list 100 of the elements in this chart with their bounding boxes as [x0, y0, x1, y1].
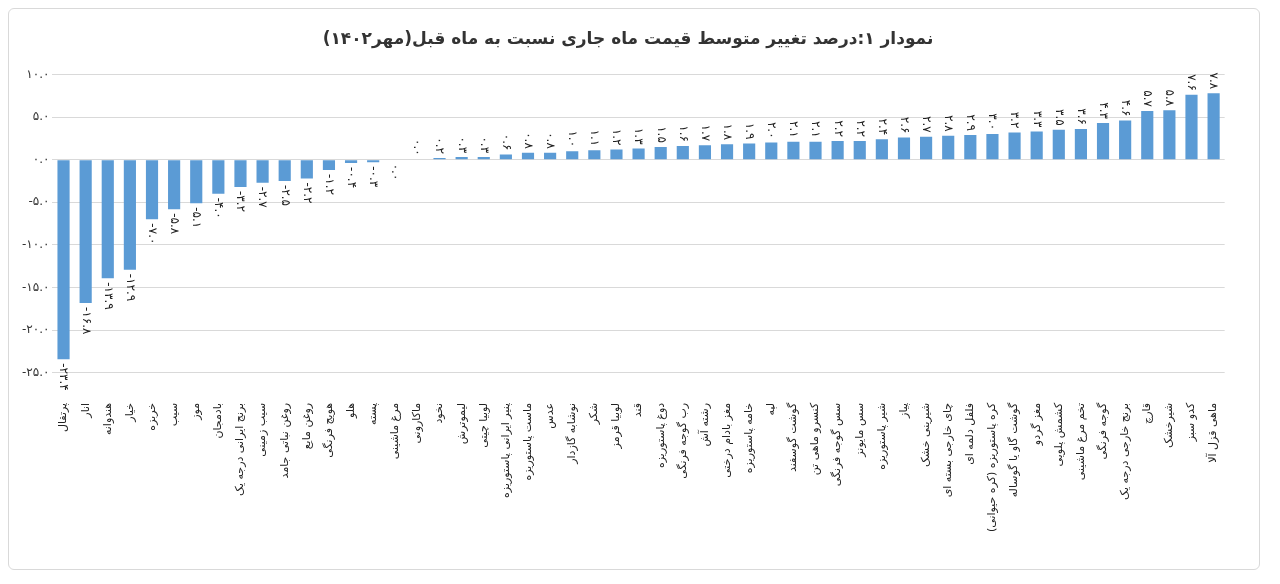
x-tick-label: رب گوجه فرنگی [675, 402, 689, 479]
x-tick-label: سیب زمینی [255, 402, 269, 457]
x-tick-label: تخم مرغ ماشینی [1073, 402, 1087, 481]
x-tick-label: رشته آش [696, 402, 711, 447]
data-label: ۰.۶ [499, 133, 514, 151]
data-label: ۲.۲ [831, 120, 846, 137]
data-label: -۱.۲ [322, 173, 337, 195]
x-tick-label: نوشابه گازدار [565, 402, 579, 465]
x-tick-label: هویج فرنگی [321, 402, 335, 458]
bar [1074, 128, 1087, 160]
bar [190, 160, 203, 204]
bar [145, 160, 159, 220]
y-tick-label: -۲۰.۰ [22, 322, 50, 337]
x-tick-label: سس مایونز [852, 402, 866, 458]
y-tick-label: -۲۵.۰ [22, 364, 50, 379]
bar [1141, 111, 1154, 160]
x-tick-label: ماهی قزل آلا [1205, 402, 1220, 463]
x-tick-label: پیاز [896, 402, 910, 419]
data-label: ۲.۴ [875, 118, 890, 136]
data-label: ۲.۰ [765, 121, 780, 139]
x-tick-label: گوشت گوسفند [786, 402, 800, 473]
data-label: -۲.۲ [300, 182, 315, 204]
bar [698, 145, 712, 160]
data-label: -۰.۳ [367, 166, 382, 188]
data-label: ۱.۷ [698, 124, 713, 142]
bar [477, 157, 490, 160]
x-tick-label: مرغ ماشینی [388, 402, 402, 460]
data-label: ۰.۲ [433, 137, 448, 154]
bar [809, 141, 822, 160]
x-tick-label: قند [631, 402, 645, 418]
bar [588, 150, 601, 160]
y-tick-label: -۱۵.۰ [22, 279, 50, 294]
x-tick-label: لوبیا چیتی [476, 402, 490, 448]
x-tick-label: هندوانه [100, 402, 114, 436]
x-tick-label: موز [189, 402, 203, 421]
x-tick-label: برنج ایرانی درجه یک [233, 402, 247, 496]
data-label: -۲.۵ [278, 184, 293, 207]
bar [344, 160, 358, 164]
bar [123, 160, 136, 270]
bar [168, 160, 181, 210]
x-tick-label: ماکارونی [410, 402, 424, 444]
data-label: ۲.۱ [809, 121, 824, 138]
x-tick-label: خیار [122, 402, 136, 423]
data-label: ۳.۵ [1052, 109, 1067, 126]
bar [875, 139, 888, 160]
data-label: ۴.۳ [1096, 102, 1111, 120]
x-tick-label: هلو [343, 402, 357, 419]
bar [831, 140, 844, 160]
data-label: -۲.۷ [256, 186, 271, 209]
x-tick-label: شیرخشک [1162, 402, 1176, 448]
x-tick-label: نخود [432, 402, 446, 424]
bar [676, 146, 689, 160]
data-label: ۱.۳ [632, 127, 647, 146]
bar [1207, 93, 1220, 160]
chart-title: نمودار ۱:درصد تغییر متوسط قیمت ماه جاری نسبت به ماه قبل(مهر۱۴۰۲) [322, 27, 934, 49]
data-label: ۳.۰ [986, 113, 1001, 131]
data-label: ۴.۶ [1119, 99, 1134, 117]
bar [1163, 110, 1176, 160]
data-label: ۳.۲ [1008, 111, 1023, 129]
bar [942, 135, 955, 160]
bar [720, 144, 734, 160]
data-label: ۷.۶ [1185, 74, 1200, 91]
x-tick-label: روغن مایع [299, 402, 313, 450]
data-label: -۷.۰ [145, 223, 160, 245]
data-label: -۱۳.۹ [101, 282, 116, 310]
x-tick-label: سس گوجه فرنگی [830, 402, 844, 487]
x-tick-label: برنج خارجی درجه یک [1118, 402, 1131, 500]
x-tick-label: مغز گردو [1029, 402, 1043, 447]
x-tick-label: دوغ پاستوریزه [653, 402, 667, 468]
x-tick-label: فلفل دلمه ای [963, 402, 977, 465]
data-label: ۵.۸ [1163, 89, 1178, 107]
data-label: ۱.۸ [720, 123, 735, 141]
bar [1185, 94, 1198, 160]
bar [101, 160, 114, 279]
bar [455, 157, 468, 160]
bar [1008, 132, 1021, 160]
data-label: -۳.۲ [234, 190, 249, 213]
bar [1030, 131, 1043, 160]
data-label: ۱.۵ [654, 126, 669, 143]
data-label: ۱.۹ [743, 122, 758, 140]
x-tick-label: انار [78, 402, 92, 419]
data-label: ۲.۸ [942, 115, 957, 133]
data-label: ۳.۶ [1074, 108, 1089, 125]
x-tick-label: سیب [166, 402, 180, 427]
bar [1096, 123, 1110, 160]
data-label: ۵.۷ [1141, 90, 1156, 108]
bar [322, 160, 336, 170]
y-tick-label: -۵.۰ [28, 194, 50, 209]
data-label: -۵.۱ [190, 207, 205, 229]
bar [256, 160, 269, 183]
x-tick-label: خربزه [144, 402, 158, 431]
data-label: ۲.۲ [853, 120, 868, 137]
data-label: ۲.۷ [919, 115, 934, 134]
bar [566, 151, 579, 160]
bar [278, 160, 291, 181]
bar [654, 146, 667, 160]
x-tick-label: لپه [764, 402, 778, 416]
x-tick-label: قارچ [1140, 402, 1154, 424]
x-tick-label: شیر پاستوریزه [874, 402, 888, 470]
y-tick-label: -۱۰.۰ [22, 237, 50, 252]
